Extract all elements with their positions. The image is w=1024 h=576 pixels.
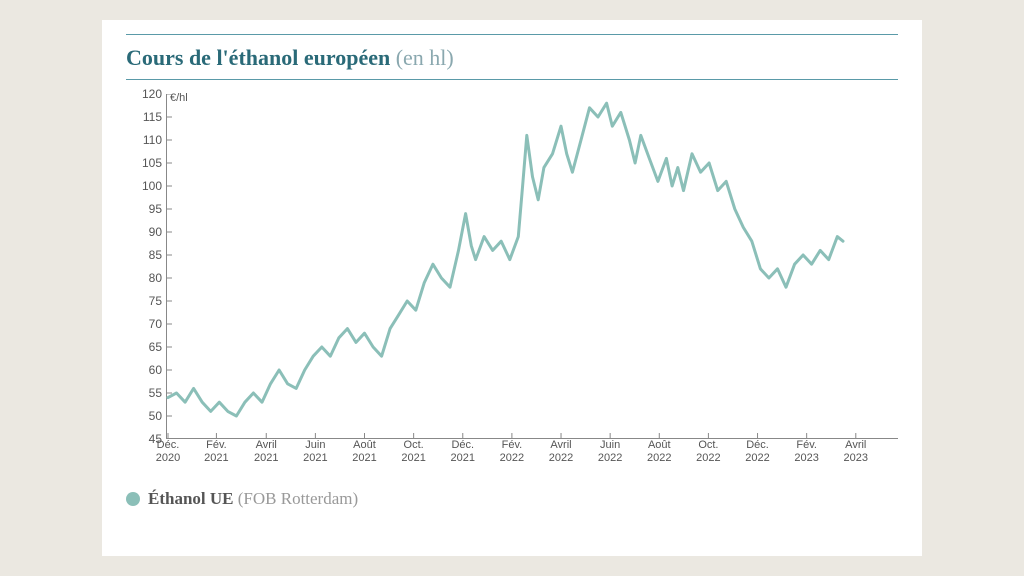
x-tick-label: Fév.2023: [794, 439, 818, 465]
title-sub: (en hl): [396, 45, 454, 70]
mid-rule: [126, 79, 898, 80]
x-tick-label: Déc.2022: [745, 439, 769, 465]
y-tick-label: 55: [149, 386, 162, 400]
y-tick-label: 105: [142, 156, 162, 170]
y-tick-label: 115: [143, 110, 162, 124]
y-tick-label: 80: [149, 271, 162, 285]
x-tick-label: Oct.2021: [401, 439, 425, 465]
y-tick-label: 120: [142, 87, 162, 101]
y-tick-label: 70: [149, 317, 162, 331]
x-tick-label: Juin2021: [303, 439, 327, 465]
x-tick-label: Fév.2021: [204, 439, 228, 465]
chart-area: €/hl 45505560657075808590951001051101151…: [126, 94, 898, 479]
y-tick-label: 75: [149, 294, 162, 308]
x-tick-label: Oct.2022: [696, 439, 720, 465]
plot-area: [166, 94, 898, 439]
x-tick-label: Déc.2021: [451, 439, 475, 465]
x-tick-label: Avril2022: [549, 439, 573, 465]
x-axis-labels: Déc.2020Fév.2021Avril2021Juin2021Août202…: [166, 439, 898, 479]
y-tick-label: 100: [142, 179, 162, 193]
y-tick-label: 85: [149, 248, 162, 262]
x-tick-label: Avril2021: [254, 439, 278, 465]
y-axis-labels: 4550556065707580859095100105110115120: [126, 94, 166, 479]
legend-dot-icon: [126, 492, 140, 506]
y-tick-label: 65: [149, 340, 162, 354]
legend: Éthanol UE (FOB Rotterdam): [126, 489, 898, 509]
x-tick-label: Août2021: [352, 439, 376, 465]
line-chart-svg: [166, 94, 898, 439]
chart-title: Cours de l'éthanol européen (en hl): [102, 35, 922, 79]
x-tick-label: Fév.2022: [500, 439, 524, 465]
legend-label-sub: (FOB Rotterdam): [238, 489, 358, 508]
x-tick-label: Déc.2020: [156, 439, 180, 465]
y-tick-label: 90: [149, 225, 162, 239]
y-tick-label: 60: [149, 363, 162, 377]
legend-label-main: Éthanol UE: [148, 489, 234, 508]
x-tick-label: Août2022: [647, 439, 671, 465]
y-tick-label: 110: [143, 133, 162, 147]
y-tick-label: 95: [149, 202, 162, 216]
title-main: Cours de l'éthanol européen: [126, 45, 390, 70]
x-tick-label: Juin2022: [598, 439, 622, 465]
chart-card: Cours de l'éthanol européen (en hl) €/hl…: [102, 20, 922, 556]
y-tick-label: 50: [149, 409, 162, 423]
x-tick-label: Avril2023: [844, 439, 868, 465]
